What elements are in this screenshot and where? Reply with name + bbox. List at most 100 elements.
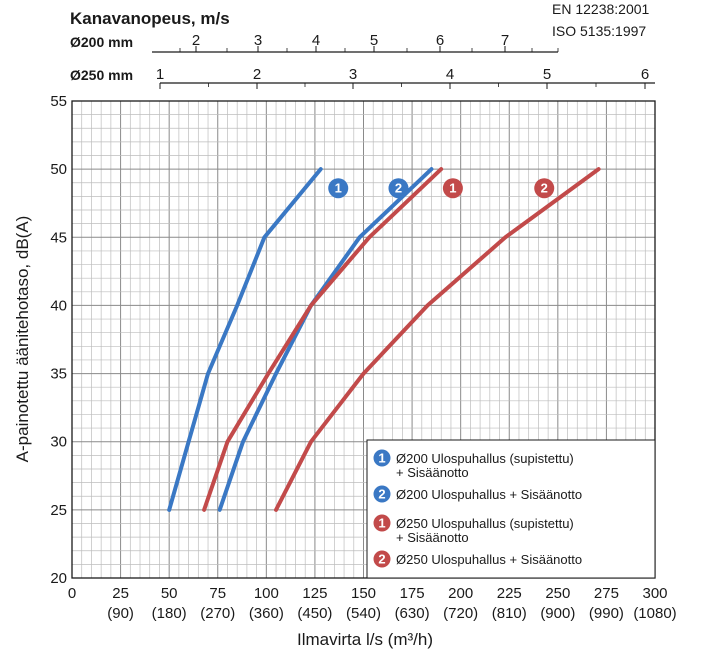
legend-label-cont: + Sisäänotto bbox=[396, 530, 469, 545]
legend-item-2: 2 Ø200 Ulospuhallus + Sisäänotto bbox=[373, 485, 582, 503]
legend-label: Ø200 Ulospuhallus (supistettu) bbox=[396, 451, 574, 466]
series-line-3 bbox=[202, 167, 444, 512]
chart-badge-3: 1 bbox=[442, 178, 463, 199]
badge-number: 1 bbox=[335, 181, 342, 196]
d250-tick-label: 4 bbox=[446, 66, 454, 83]
legend-label: Ø200 Ulospuhallus + Sisäänotto bbox=[396, 487, 582, 502]
badge-number: 1 bbox=[378, 451, 385, 466]
standard-iso: ISO 5135:1997 bbox=[552, 23, 646, 39]
d250-tick-label: 5 bbox=[543, 66, 551, 83]
legend-box bbox=[366, 439, 656, 579]
x-sub-label: (990) bbox=[589, 605, 624, 622]
legend-item-3: 1 Ø250 Ulospuhallus (supistettu)+ Sisääno… bbox=[373, 514, 574, 545]
x-tick-label: 75 bbox=[209, 585, 226, 602]
badge-circle bbox=[373, 514, 391, 532]
x-sub-label: (900) bbox=[540, 605, 575, 622]
d200-tick-label: 5 bbox=[370, 32, 378, 49]
legend-label-cont: + Sisäänotto bbox=[396, 465, 469, 480]
y-tick-label: 40 bbox=[50, 297, 67, 314]
badge-circle bbox=[388, 178, 409, 199]
d200-tick-label: 7 bbox=[501, 32, 509, 49]
velocity-axis-title: Kanavanopeus, m/s bbox=[70, 9, 230, 28]
legend-label: Ø250 Ulospuhallus (supistettu) bbox=[396, 516, 574, 531]
plot-frame bbox=[71, 100, 656, 579]
x-tick-label: 300 bbox=[642, 585, 667, 602]
d200-tick-label: 3 bbox=[254, 32, 262, 49]
x-sub-label: (270) bbox=[200, 605, 235, 622]
legend: 1 Ø200 Ulospuhallus (supistettu)+ Sisääno… bbox=[366, 439, 656, 579]
legend-badge: 1 bbox=[373, 449, 391, 467]
badge-circle bbox=[373, 485, 391, 503]
x-tick-label: 50 bbox=[161, 585, 178, 602]
badge-number: 2 bbox=[541, 181, 548, 196]
x-sub-label: (360) bbox=[249, 605, 284, 622]
d200-tick-label: 2 bbox=[192, 32, 200, 49]
legend-badge: 2 bbox=[373, 485, 391, 503]
chart-badge-2: 2 bbox=[388, 178, 409, 199]
badge-circle bbox=[373, 449, 391, 467]
chart-badge-1: 1 bbox=[328, 178, 349, 199]
d200-ticks: 2 3 4 5 6 7 bbox=[179, 32, 559, 52]
badge-number: 2 bbox=[395, 181, 402, 196]
x-tick-label: 175 bbox=[400, 585, 425, 602]
d250-tick-label: 2 bbox=[253, 66, 261, 83]
badge-number: 1 bbox=[449, 181, 456, 196]
y-tick-label: 55 bbox=[50, 93, 67, 110]
x-sub-label: (630) bbox=[395, 605, 430, 622]
x-tick-labels: 0 25 50 75 100 125 150 175 200 225 250 275 300 bbox=[68, 585, 668, 602]
chart-badge-4: 2 bbox=[534, 178, 555, 199]
x-sub-label: (720) bbox=[443, 605, 478, 622]
x-axis-title: Ilmavirta l/s (m³/h) bbox=[297, 630, 433, 649]
standard-en: EN 12238:2001 bbox=[552, 1, 650, 17]
series-lines bbox=[167, 167, 601, 512]
x-tick-label: 25 bbox=[112, 585, 129, 602]
x-sub-label: (90) bbox=[107, 605, 134, 622]
x-tick-label: 225 bbox=[497, 585, 522, 602]
x-tick-label: 200 bbox=[448, 585, 473, 602]
y-tick-label: 20 bbox=[50, 570, 67, 587]
y-tick-label: 30 bbox=[50, 434, 67, 451]
d250-tick-label: 1 bbox=[156, 66, 164, 83]
x-sub-labels: (90) (180) (270) (360) (450) (540) (630) (720) (… bbox=[107, 605, 676, 622]
x-tick-label: 250 bbox=[545, 585, 570, 602]
badge-circle bbox=[328, 178, 349, 199]
series-line-1 bbox=[167, 167, 323, 512]
x-tick-label: 275 bbox=[594, 585, 619, 602]
badge-circle bbox=[534, 178, 555, 199]
badge-number: 2 bbox=[378, 487, 385, 502]
y-axis-title: A-painotettu äänitehotaso, dB(A) bbox=[13, 216, 32, 463]
d200-axis-label: Ø200 mm bbox=[70, 34, 133, 50]
x-sub-label: (180) bbox=[152, 605, 187, 622]
x-sub-label: (810) bbox=[492, 605, 527, 622]
series-line-2 bbox=[217, 167, 434, 512]
y-tick-label: 35 bbox=[50, 366, 67, 383]
legend-item-1: 1 Ø200 Ulospuhallus (supistettu)+ Sisääno… bbox=[373, 449, 574, 480]
y-tick-label: 50 bbox=[50, 161, 67, 178]
badge-number: 1 bbox=[378, 516, 385, 531]
badge-circle bbox=[442, 178, 463, 199]
y-tick-label: 25 bbox=[50, 502, 67, 519]
x-tick-label: 150 bbox=[351, 585, 376, 602]
d250-tick-label: 6 bbox=[641, 66, 649, 83]
legend-badge: 2 bbox=[373, 550, 391, 568]
x-tick-label: 0 bbox=[68, 585, 76, 602]
x-sub-label: (1080) bbox=[633, 605, 676, 622]
y-tick-label: 45 bbox=[50, 229, 67, 246]
d200-tick-label: 6 bbox=[436, 32, 444, 49]
legend-item-4: 2 Ø250 Ulospuhallus + Sisäänotto bbox=[373, 550, 582, 568]
x-tick-label: 100 bbox=[254, 585, 279, 602]
y-tick-labels: 20 25 30 35 40 45 50 55 bbox=[50, 93, 67, 587]
badge-circle bbox=[373, 550, 391, 568]
series-badges: 1 2 1 2 bbox=[328, 178, 555, 199]
d200-tick-label: 4 bbox=[312, 32, 320, 49]
x-tick-label: 125 bbox=[302, 585, 327, 602]
legend-badge: 1 bbox=[373, 514, 391, 532]
badge-number: 2 bbox=[378, 552, 385, 567]
x-sub-label: (450) bbox=[297, 605, 332, 622]
x-sub-label: (540) bbox=[346, 605, 381, 622]
d250-ticks: 1 2 3 4 5 6 bbox=[156, 66, 649, 89]
d250-axis-label: Ø250 mm bbox=[70, 67, 133, 83]
d250-tick-label: 3 bbox=[349, 66, 357, 83]
legend-label: Ø250 Ulospuhallus + Sisäänotto bbox=[396, 552, 582, 567]
